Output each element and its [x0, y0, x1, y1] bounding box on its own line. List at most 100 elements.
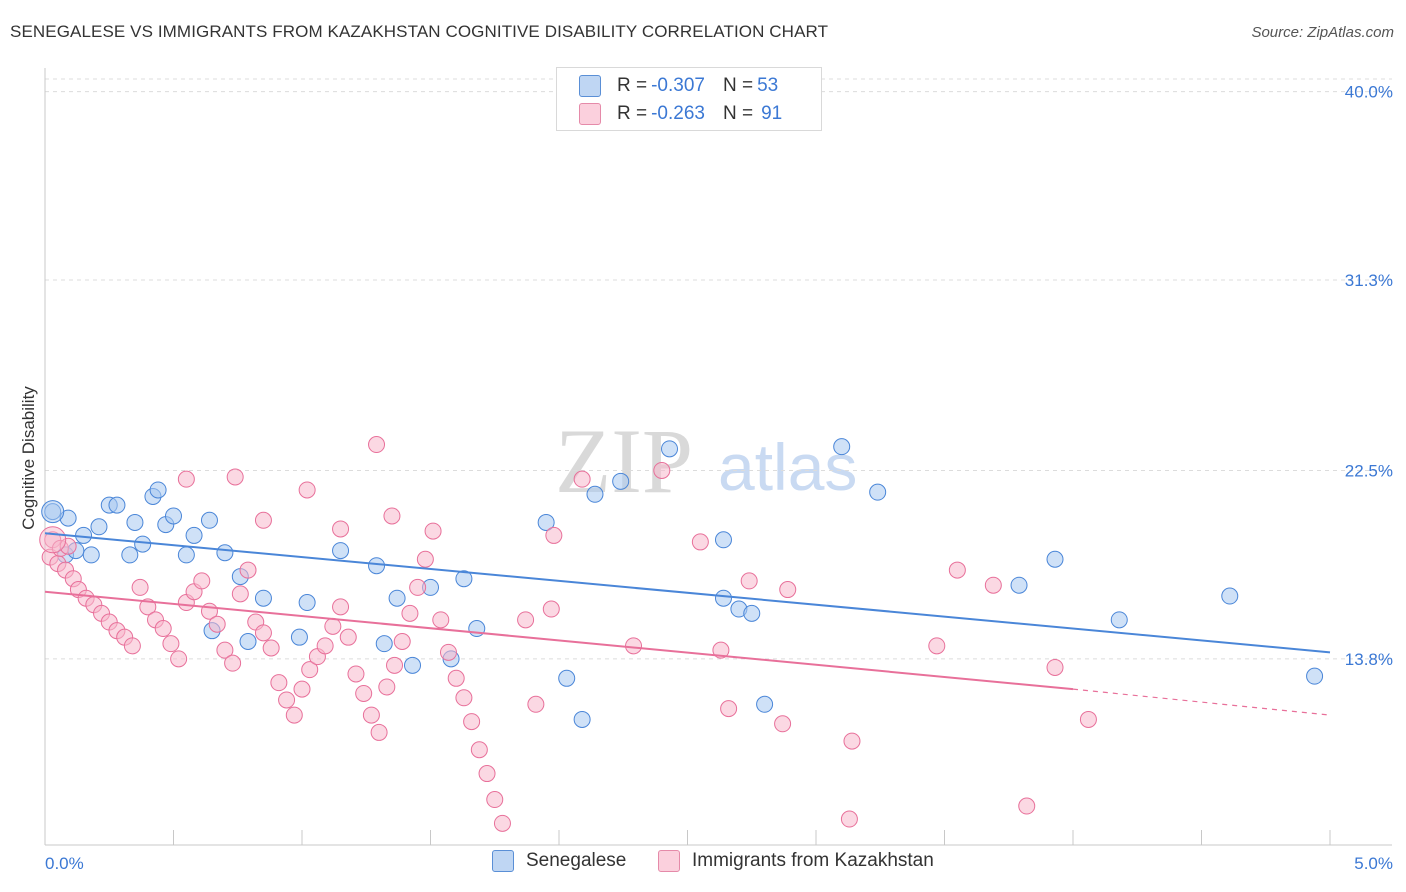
point-senegalese — [254, 589, 272, 607]
point-kazakhstan — [712, 641, 730, 659]
point-kazakhstan — [424, 522, 442, 540]
point-kazakhstan — [254, 511, 272, 529]
point-kazakhstan — [843, 732, 861, 750]
trendline-kazakhstan — [44, 590, 1074, 691]
point-senegalese-large — [41, 500, 65, 524]
point-kazakhstan — [774, 715, 792, 733]
point-senegalese — [661, 440, 679, 458]
point-kazakhstan — [154, 620, 172, 638]
point-kazakhstan — [409, 578, 427, 596]
point-senegalese — [388, 589, 406, 607]
legend-n-value: 53 — [757, 75, 779, 96]
point-kazakhstan — [401, 604, 419, 622]
point-kazakhstan — [386, 656, 404, 674]
point-kazakhstan — [840, 810, 858, 828]
point-senegalese — [90, 518, 108, 536]
trendline-dashed-kazakhstan — [1072, 688, 1331, 716]
point-kazakhstan — [416, 550, 434, 568]
series-legend-kazakhstan[interactable]: Immigrants from Kazakhstan — [658, 850, 934, 872]
watermark-atlas: atlas — [718, 430, 857, 504]
point-kazakhstan — [439, 643, 457, 661]
point-kazakhstan — [370, 723, 388, 741]
legend-row-kazakhstan: R = -0.263 N = 91 — [579, 102, 782, 126]
point-kazakhstan — [332, 520, 350, 538]
point-kazakhstan — [298, 481, 316, 499]
point-kazakhstan — [527, 695, 545, 713]
point-kazakhstan — [254, 624, 272, 642]
series-legend-senegalese[interactable]: Senegalese — [492, 850, 626, 872]
point-senegalese — [290, 628, 308, 646]
point-senegalese — [185, 526, 203, 544]
point-senegalese — [368, 557, 386, 575]
point-kazakhstan — [573, 470, 591, 488]
point-senegalese — [743, 604, 761, 622]
point-senegalese — [375, 635, 393, 653]
point-kazakhstan — [691, 533, 709, 551]
point-senegalese — [134, 535, 152, 553]
legend-swatch-senegalese — [579, 75, 601, 97]
point-kazakhstan — [339, 628, 357, 646]
y-tick-label: 31.3% — [1345, 271, 1393, 290]
point-senegalese — [404, 656, 422, 674]
point-senegalese — [177, 546, 195, 564]
y-tick-label: 40.0% — [1345, 83, 1393, 102]
point-senegalese — [756, 695, 774, 713]
series-label-kazakhstan: Immigrants from Kazakhstan — [692, 850, 934, 871]
point-kazakhstan — [653, 461, 671, 479]
point-kazakhstan — [542, 600, 560, 618]
point-kazakhstan — [177, 470, 195, 488]
point-senegalese — [1306, 667, 1324, 685]
point-kazakhstan — [447, 669, 465, 687]
legend-row-senegalese: R = -0.307 N = 53 — [579, 74, 778, 98]
point-senegalese — [612, 472, 630, 490]
chart-title: SENEGALESE VS IMMIGRANTS FROM KAZAKHSTAN… — [10, 22, 829, 41]
point-kazakhstan — [625, 637, 643, 655]
legend-swatch-kazakhstan — [579, 103, 601, 125]
point-senegalese — [586, 485, 604, 503]
point-senegalese — [121, 546, 139, 564]
point-kazakhstan — [231, 585, 249, 603]
point-kazakhstan — [740, 572, 758, 590]
point-senegalese — [149, 481, 167, 499]
legend-n-label: N = — [722, 75, 754, 96]
point-kazakhstan — [193, 572, 211, 590]
y-axis-label: Cognitive Disability — [19, 386, 38, 530]
point-senegalese — [558, 669, 576, 687]
series-swatch-senegalese — [492, 850, 514, 872]
point-senegalese — [1221, 587, 1239, 605]
trendline-senegalese — [44, 532, 1331, 654]
x-tick-label-max: 5.0% — [1354, 854, 1393, 873]
correlation-legend: R = -0.307 N = 53 R = -0.263 N = 91 — [556, 67, 822, 131]
point-kazakhstan — [347, 665, 365, 683]
point-kazakhstan — [224, 654, 242, 672]
point-kazakhstan — [463, 713, 481, 731]
point-kazakhstan — [984, 576, 1002, 594]
point-kazakhstan — [368, 436, 386, 454]
y-tick-label: 22.5% — [1345, 461, 1393, 480]
point-kazakhstan — [270, 674, 288, 692]
legend-r-label: R = — [617, 103, 648, 124]
point-kazakhstan — [1079, 710, 1097, 728]
point-kazakhstan — [928, 637, 946, 655]
point-senegalese — [200, 511, 218, 529]
point-senegalese — [165, 507, 182, 525]
point-kazakhstan — [470, 741, 488, 759]
point-senegalese — [298, 594, 316, 612]
point-kazakhstan — [139, 598, 157, 616]
point-senegalese — [573, 710, 591, 728]
point-senegalese — [537, 513, 555, 531]
point-kazakhstan — [123, 637, 141, 655]
point-senegalese — [869, 483, 887, 501]
point-senegalese — [332, 542, 350, 560]
point-kazakhstan — [779, 581, 797, 599]
point-kazakhstan — [162, 635, 180, 653]
source-label: Source: ZipAtlas.com — [1251, 24, 1394, 41]
point-kazakhstan — [948, 561, 966, 579]
point-kazakhstan — [545, 526, 563, 544]
point-senegalese — [1010, 576, 1028, 594]
point-senegalese — [455, 570, 473, 588]
point-kazakhstan — [324, 617, 342, 635]
legend-n-value: 91 — [761, 103, 783, 124]
point-kazakhstan — [301, 661, 319, 679]
point-kazakhstan — [486, 791, 504, 809]
